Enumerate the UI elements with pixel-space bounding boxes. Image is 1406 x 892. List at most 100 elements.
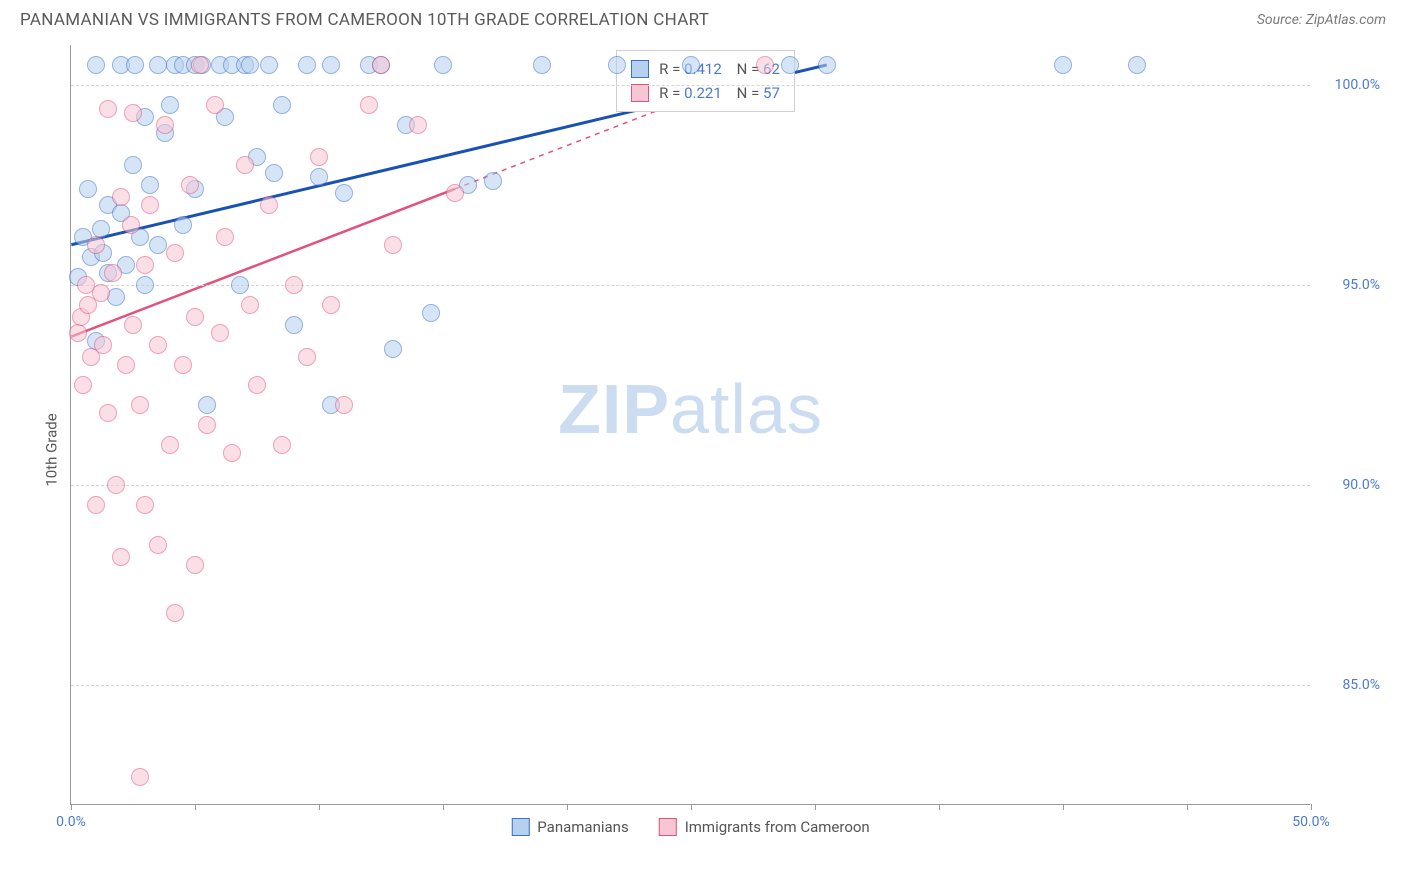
data-point — [322, 296, 340, 314]
gridline — [71, 85, 1310, 86]
data-point — [79, 180, 97, 198]
data-point — [104, 264, 122, 282]
data-point — [260, 196, 278, 214]
data-point — [122, 216, 140, 234]
data-point — [124, 156, 142, 174]
data-point — [161, 436, 179, 454]
data-point — [384, 236, 402, 254]
y-tick-label: 90.0% — [1342, 477, 1380, 493]
data-point — [166, 604, 184, 622]
data-point — [384, 340, 402, 358]
data-point — [117, 356, 135, 374]
data-point — [335, 184, 353, 202]
data-point — [285, 276, 303, 294]
data-point — [149, 536, 167, 554]
data-point — [608, 56, 626, 74]
legend-label: Panamanians — [537, 818, 628, 836]
y-tick-label: 85.0% — [1342, 677, 1380, 693]
data-point — [198, 396, 216, 414]
data-point — [322, 56, 340, 74]
data-point — [124, 316, 142, 334]
legend-swatch — [511, 818, 529, 836]
data-point — [149, 236, 167, 254]
data-point — [136, 496, 154, 514]
data-point — [335, 396, 353, 414]
data-point — [112, 548, 130, 566]
data-point — [216, 228, 234, 246]
chart-title: PANAMANIAN VS IMMIGRANTS FROM CAMEROON 1… — [20, 10, 709, 30]
data-point — [781, 56, 799, 74]
data-point — [285, 316, 303, 334]
series-legend: Panamanians Immigrants from Cameroon — [511, 818, 869, 836]
data-point — [191, 56, 209, 74]
data-point — [1128, 56, 1146, 74]
legend-swatch — [631, 60, 649, 78]
legend-item: Immigrants from Cameroon — [659, 818, 870, 836]
data-point — [434, 56, 452, 74]
x-tick — [691, 804, 692, 810]
source-attribution: Source: ZipAtlas.com — [1257, 12, 1386, 28]
x-tick — [1063, 804, 1064, 810]
legend-swatch — [659, 818, 677, 836]
legend-swatch — [631, 84, 649, 102]
x-tick — [319, 804, 320, 810]
data-point — [186, 556, 204, 574]
data-point — [174, 216, 192, 234]
data-point — [360, 96, 378, 114]
data-point — [87, 236, 105, 254]
data-point — [92, 284, 110, 302]
gridline — [71, 685, 1310, 686]
data-point — [186, 308, 204, 326]
x-tick — [1311, 804, 1312, 810]
data-point — [236, 156, 254, 174]
data-point — [446, 184, 464, 202]
x-tick — [71, 804, 72, 810]
data-point — [409, 116, 427, 134]
data-point — [149, 56, 167, 74]
data-point — [1054, 56, 1072, 74]
x-tick — [939, 804, 940, 810]
data-point — [161, 96, 179, 114]
data-point — [241, 56, 259, 74]
data-point — [69, 324, 87, 342]
data-point — [422, 304, 440, 322]
data-point — [241, 296, 259, 314]
chart-container: 10th Grade ZIPatlas R = 0.412 N = 62R = … — [50, 45, 1390, 855]
data-point — [273, 436, 291, 454]
data-point — [206, 96, 224, 114]
data-point — [818, 56, 836, 74]
data-point — [174, 356, 192, 374]
plot-area: ZIPatlas R = 0.412 N = 62R = 0.221 N = 5… — [70, 45, 1310, 805]
data-point — [124, 104, 142, 122]
data-point — [107, 476, 125, 494]
y-tick-label: 100.0% — [1335, 77, 1380, 93]
gridline — [71, 485, 1310, 486]
data-point — [273, 96, 291, 114]
x-tick-label: 0.0% — [56, 814, 86, 830]
legend-item: Panamanians — [511, 818, 628, 836]
data-point — [87, 496, 105, 514]
data-point — [156, 116, 174, 134]
x-tick — [443, 804, 444, 810]
data-point — [181, 176, 199, 194]
gridline — [71, 285, 1310, 286]
data-point — [149, 336, 167, 354]
x-tick — [815, 804, 816, 810]
data-point — [265, 164, 283, 182]
data-point — [298, 56, 316, 74]
data-point — [211, 324, 229, 342]
data-point — [231, 276, 249, 294]
x-tick — [195, 804, 196, 810]
data-point — [99, 404, 117, 422]
data-point — [310, 148, 328, 166]
data-point — [372, 56, 390, 74]
legend-label: Immigrants from Cameroon — [685, 818, 870, 836]
data-point — [198, 416, 216, 434]
x-tick-label: 50.0% — [1292, 814, 1330, 830]
data-point — [99, 100, 117, 118]
y-tick-label: 95.0% — [1342, 277, 1380, 293]
y-axis-label: 10th Grade — [43, 413, 61, 486]
data-point — [141, 176, 159, 194]
data-point — [74, 376, 92, 394]
data-point — [141, 196, 159, 214]
